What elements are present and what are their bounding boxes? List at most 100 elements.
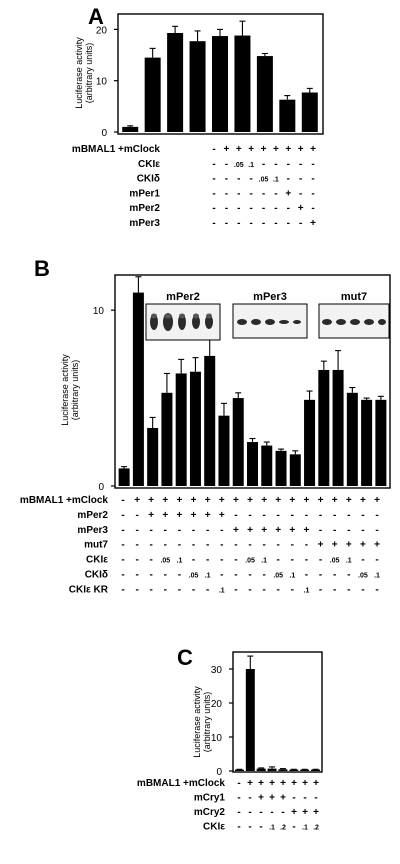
condition-mark: +: [177, 495, 183, 506]
condition-row-label: mBMAL1 +mClock: [72, 144, 161, 155]
condition-row-label: CKIε: [138, 159, 160, 170]
condition-mark: -: [212, 188, 215, 199]
condition-mark: +: [289, 495, 295, 506]
condition-mark: +: [177, 510, 183, 521]
bar: [234, 769, 244, 771]
condition-mark: -: [212, 218, 215, 229]
condition-mark: -: [225, 218, 228, 229]
condition-mark: .2: [280, 825, 286, 832]
condition-mark: -: [311, 174, 314, 185]
condition-mark: -: [262, 510, 265, 521]
y-tick-label: 10: [96, 77, 108, 88]
bar: [301, 92, 318, 132]
blot-label: mPer2: [166, 291, 200, 303]
condition-mark: +: [205, 510, 211, 521]
condition-mark: .1: [219, 587, 225, 594]
condition-mark: +: [318, 540, 324, 551]
condition-mark: -: [249, 218, 252, 229]
condition-mark: -: [291, 584, 294, 595]
condition-mark: -: [274, 159, 277, 170]
condition-mark: +: [269, 793, 275, 804]
condition-mark: -: [319, 510, 322, 521]
condition-mark: -: [277, 540, 280, 551]
bar: [245, 669, 255, 771]
blot-band: [179, 313, 185, 319]
condition-mark: -: [178, 525, 181, 536]
condition-mark: -: [281, 807, 284, 818]
bar: [167, 32, 184, 133]
condition-mark: +: [261, 525, 267, 536]
condition-mark: +: [374, 540, 380, 551]
condition-mark: -: [262, 203, 265, 214]
condition-mark: -: [248, 584, 251, 595]
condition-row-label: mPer2: [129, 203, 160, 214]
condition-mark: +: [332, 495, 338, 506]
condition-mark: -: [319, 525, 322, 536]
condition-mark: +: [285, 188, 291, 199]
condition-mark: -: [192, 525, 195, 536]
condition-mark: -: [150, 555, 153, 566]
condition-mark: -: [287, 174, 290, 185]
bar: [144, 57, 161, 132]
condition-mark: .1: [374, 573, 380, 580]
bar: [289, 454, 301, 486]
condition-mark: -: [299, 188, 302, 199]
condition-mark: -: [361, 525, 364, 536]
plot-frame: [232, 651, 323, 773]
condition-mark: +: [205, 495, 211, 506]
condition-mark: +: [285, 144, 291, 155]
condition-row-label: mCry2: [194, 807, 226, 818]
condition-mark: -: [347, 570, 350, 581]
y-axis-label: Luciferase activity: [192, 686, 202, 758]
condition-mark: .05: [234, 162, 244, 169]
condition-mark: -: [248, 540, 251, 551]
condition-mark: -: [248, 807, 251, 818]
condition-mark: +: [275, 525, 281, 536]
condition-mark: +: [313, 778, 319, 789]
condition-mark: +: [360, 540, 366, 551]
condition-mark: +: [236, 144, 242, 155]
condition-mark: -: [150, 540, 153, 551]
condition-mark: +: [247, 778, 253, 789]
condition-mark: -: [212, 159, 215, 170]
panel-b: B 0 10 Luciferase activity (arbitrary units)…: [20, 256, 391, 595]
condition-row-label: CKIε KR: [69, 584, 109, 595]
condition-mark: -: [178, 584, 181, 595]
condition-mark: -: [192, 540, 195, 551]
condition-mark: -: [299, 174, 302, 185]
condition-mark: -: [274, 218, 277, 229]
condition-mark: -: [305, 570, 308, 581]
condition-row-label: mPer1: [129, 188, 160, 199]
bar: [275, 450, 287, 486]
condition-mark: -: [347, 510, 350, 521]
condition-mark: -: [121, 555, 124, 566]
bar: [311, 769, 321, 771]
condition-mark: .1: [248, 162, 254, 169]
bar: [332, 369, 344, 486]
bar: [232, 398, 244, 486]
blot-band: [178, 314, 186, 330]
condition-mark: -: [150, 570, 153, 581]
condition-mark: .05: [259, 177, 269, 184]
condition-mark: -: [212, 203, 215, 214]
condition-mark: +: [191, 495, 197, 506]
plot-frame: [114, 274, 391, 489]
condition-mark: -: [311, 159, 314, 170]
condition-mark: .1: [205, 573, 211, 580]
condition-mark: -: [287, 159, 290, 170]
condition-mark: +: [148, 510, 154, 521]
condition-mark: .1: [304, 587, 310, 594]
condition-row-label: mPer3: [77, 525, 108, 536]
condition-mark: -: [121, 584, 124, 595]
y-axis-label: (arbitrary units): [70, 360, 80, 421]
condition-mark: -: [135, 555, 138, 566]
condition-row-label: mPer2: [77, 510, 108, 521]
condition-mark: +: [247, 525, 253, 536]
condition-mark: -: [375, 510, 378, 521]
condition-mark: -: [237, 174, 240, 185]
condition-mark: -: [287, 203, 290, 214]
condition-mark: -: [291, 510, 294, 521]
condition-mark: +: [302, 778, 308, 789]
blot-band: [251, 319, 261, 325]
condition-mark: -: [192, 555, 195, 566]
